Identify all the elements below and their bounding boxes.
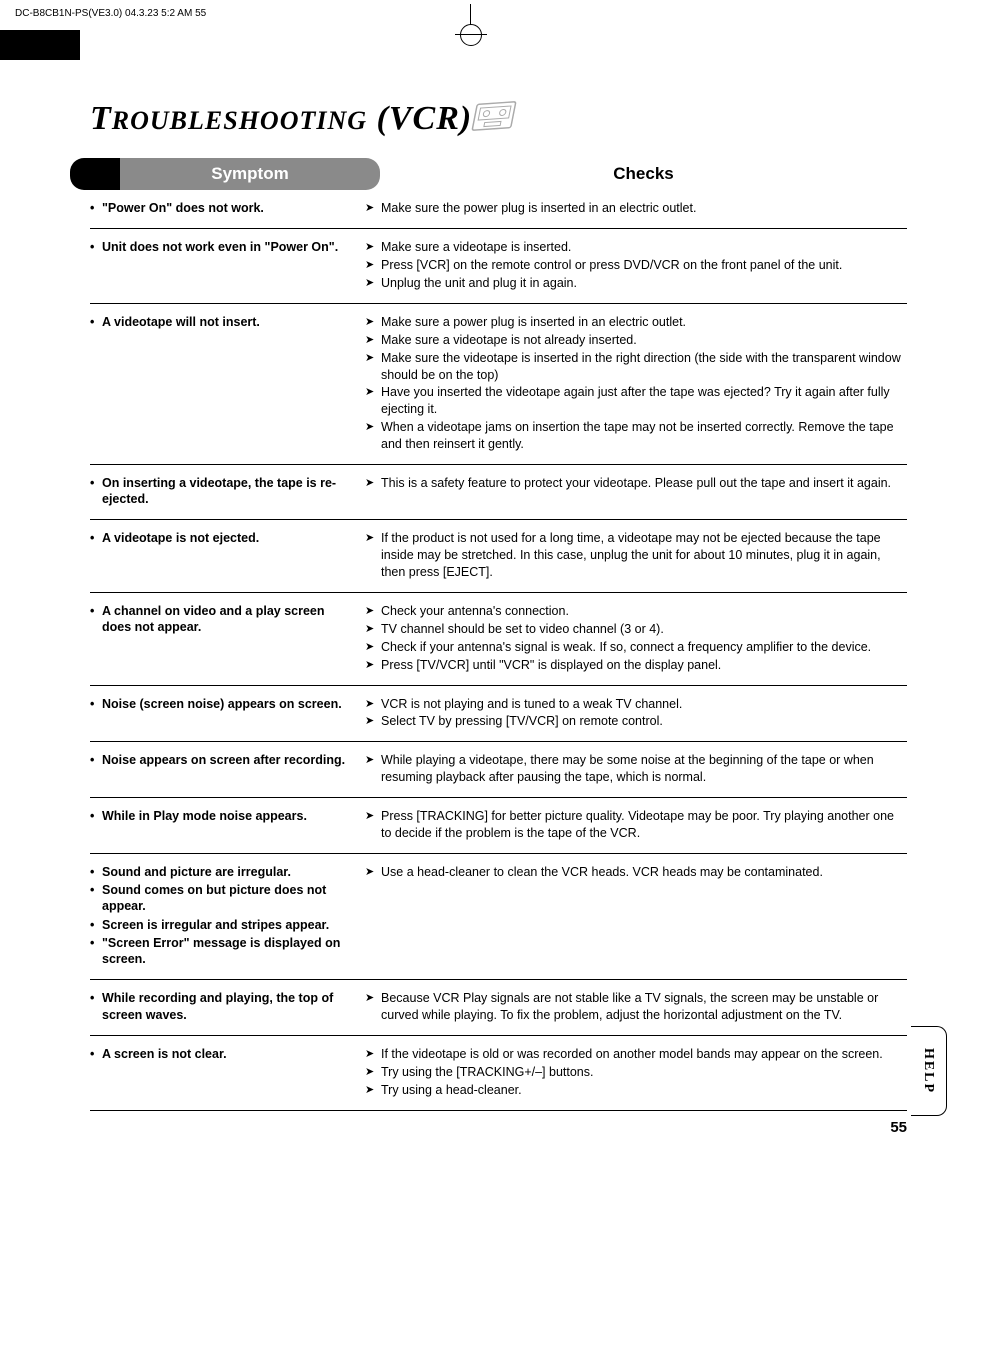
symptom-cell: A channel on video and a play screen doe…: [90, 603, 365, 675]
check-item: When a videotape jams on insertion the t…: [365, 419, 907, 453]
symptom-item: A videotape is not ejected.: [90, 530, 350, 546]
symptom-header: Symptom: [120, 158, 380, 190]
symptom-item: On inserting a videotape, the tape is re…: [90, 475, 350, 508]
symptom-item: Unit does not work even in "Power On".: [90, 239, 350, 255]
checks-cell: If the videotape is old or was recorded …: [365, 1046, 907, 1100]
check-item: If the videotape is old or was recorded …: [365, 1046, 907, 1063]
table-row: On inserting a videotape, the tape is re…: [90, 465, 907, 521]
symptom-item: Sound comes on but picture does not appe…: [90, 882, 350, 915]
symptom-cell: Noise appears on screen after recording.: [90, 752, 365, 787]
checks-cell: Make sure a videotape is inserted.Press …: [365, 239, 907, 293]
table-row: While in Play mode noise appears. Press […: [90, 798, 907, 854]
table-row: A screen is not clear. If the videotape i…: [90, 1036, 907, 1111]
checks-cell: While playing a videotape, there may be …: [365, 752, 907, 787]
checks-cell: Because VCR Play signals are not stable …: [365, 990, 907, 1025]
symptom-item: "Power On" does not work.: [90, 200, 350, 216]
symptom-item: While recording and playing, the top of …: [90, 990, 350, 1023]
symptom-item: A videotape will not insert.: [90, 314, 350, 330]
check-item: Make sure a videotape is inserted.: [365, 239, 907, 256]
page-number: 55: [90, 1119, 907, 1136]
symptom-cell: Noise (screen noise) appears on screen.: [90, 696, 365, 732]
symptom-item: A screen is not clear.: [90, 1046, 350, 1062]
page-title: TROUBLESHOOTING (VCR): [90, 100, 907, 138]
check-item: Try using the [TRACKING+/–] buttons.: [365, 1064, 907, 1081]
videotape-icon: [471, 101, 517, 132]
check-item: TV channel should be set to video channe…: [365, 621, 907, 638]
check-item: Try using a head-cleaner.: [365, 1082, 907, 1099]
symptom-cell: Sound and picture are irregular. Sound co…: [90, 864, 365, 970]
symptom-item: Sound and picture are irregular.: [90, 864, 350, 880]
check-item: Check if your antenna's signal is weak. …: [365, 639, 907, 656]
symptom-cell: While recording and playing, the top of …: [90, 990, 365, 1025]
symptom-item: "Screen Error" message is displayed on s…: [90, 935, 350, 968]
table-row: Sound and picture are irregular. Sound co…: [90, 854, 907, 981]
check-item: Make sure the power plug is inserted in …: [365, 200, 907, 217]
symptom-item: Noise (screen noise) appears on screen.: [90, 696, 350, 712]
check-item: VCR is not playing and is tuned to a wea…: [365, 696, 907, 713]
table-row: A videotape is not ejected. If the produc…: [90, 520, 907, 593]
check-item: Have you inserted the videotape again ju…: [365, 384, 907, 418]
check-item: Press [TV/VCR] until "VCR" is displayed …: [365, 657, 907, 674]
symptom-cell: On inserting a videotape, the tape is re…: [90, 475, 365, 510]
check-item: Because VCR Play signals are not stable …: [365, 990, 907, 1024]
check-item: Press [TRACKING] for better picture qual…: [365, 808, 907, 842]
table-row: "Power On" does not work. Make sure the p…: [90, 190, 907, 229]
title-paren: (VCR): [377, 100, 473, 137]
header-black-lead: [70, 158, 120, 190]
table-row: Noise (screen noise) appears on screen. V…: [90, 686, 907, 743]
checks-cell: Use a head-cleaner to clean the VCR head…: [365, 864, 907, 970]
table-row: A videotape will not insert. Make sure a …: [90, 304, 907, 465]
title-initial: T: [90, 100, 112, 137]
help-label: HELP: [921, 1048, 937, 1094]
check-item: Make sure the videotape is inserted in t…: [365, 350, 907, 384]
title-rest: ROUBLESHOOTING: [112, 106, 367, 135]
table-row: Unit does not work even in "Power On". Ma…: [90, 229, 907, 304]
table-header: Symptom Checks: [70, 158, 907, 190]
checks-cell: Press [TRACKING] for better picture qual…: [365, 808, 907, 843]
symptom-cell: A videotape will not insert.: [90, 314, 365, 454]
symptom-cell: Unit does not work even in "Power On".: [90, 239, 365, 293]
symptom-cell: While in Play mode noise appears.: [90, 808, 365, 843]
checks-cell: Make sure a power plug is inserted in an…: [365, 314, 907, 454]
check-item: Use a head-cleaner to clean the VCR head…: [365, 864, 907, 881]
check-item: Check your antenna's connection.: [365, 603, 907, 620]
print-header: DC-B8CB1N-PS(VE3.0) 04.3.23 5:2 AM 55: [15, 8, 206, 19]
check-item: Press [VCR] on the remote control or pre…: [365, 257, 907, 274]
black-corner-tab: [0, 30, 80, 60]
checks-cell: If the product is not used for a long ti…: [365, 530, 907, 582]
symptom-item: A channel on video and a play screen doe…: [90, 603, 350, 636]
table-row: Noise appears on screen after recording.…: [90, 742, 907, 798]
check-item: This is a safety feature to protect your…: [365, 475, 907, 492]
check-item: If the product is not used for a long ti…: [365, 530, 907, 581]
checks-cell: VCR is not playing and is tuned to a wea…: [365, 696, 907, 732]
symptom-cell: "Power On" does not work.: [90, 200, 365, 218]
check-item: Unplug the unit and plug it in again.: [365, 275, 907, 292]
symptom-item: While in Play mode noise appears.: [90, 808, 350, 824]
checks-cell: This is a safety feature to protect your…: [365, 475, 907, 510]
symptom-cell: A screen is not clear.: [90, 1046, 365, 1100]
checks-cell: Make sure the power plug is inserted in …: [365, 200, 907, 218]
help-tab: HELP: [911, 1026, 947, 1116]
symptom-item: Noise appears on screen after recording.: [90, 752, 350, 768]
symptom-item: Screen is irregular and stripes appear.: [90, 917, 350, 933]
check-item: While playing a videotape, there may be …: [365, 752, 907, 786]
table-row: A channel on video and a play screen doe…: [90, 593, 907, 686]
check-item: Select TV by pressing [TV/VCR] on remote…: [365, 713, 907, 730]
table-row: While recording and playing, the top of …: [90, 980, 907, 1036]
crop-mark: [455, 29, 487, 41]
symptom-cell: A videotape is not ejected.: [90, 530, 365, 582]
checks-cell: Check your antenna's connection.TV chann…: [365, 603, 907, 675]
checks-header: Checks: [380, 158, 907, 190]
check-item: Make sure a videotape is not already ins…: [365, 332, 907, 349]
check-item: Make sure a power plug is inserted in an…: [365, 314, 907, 331]
